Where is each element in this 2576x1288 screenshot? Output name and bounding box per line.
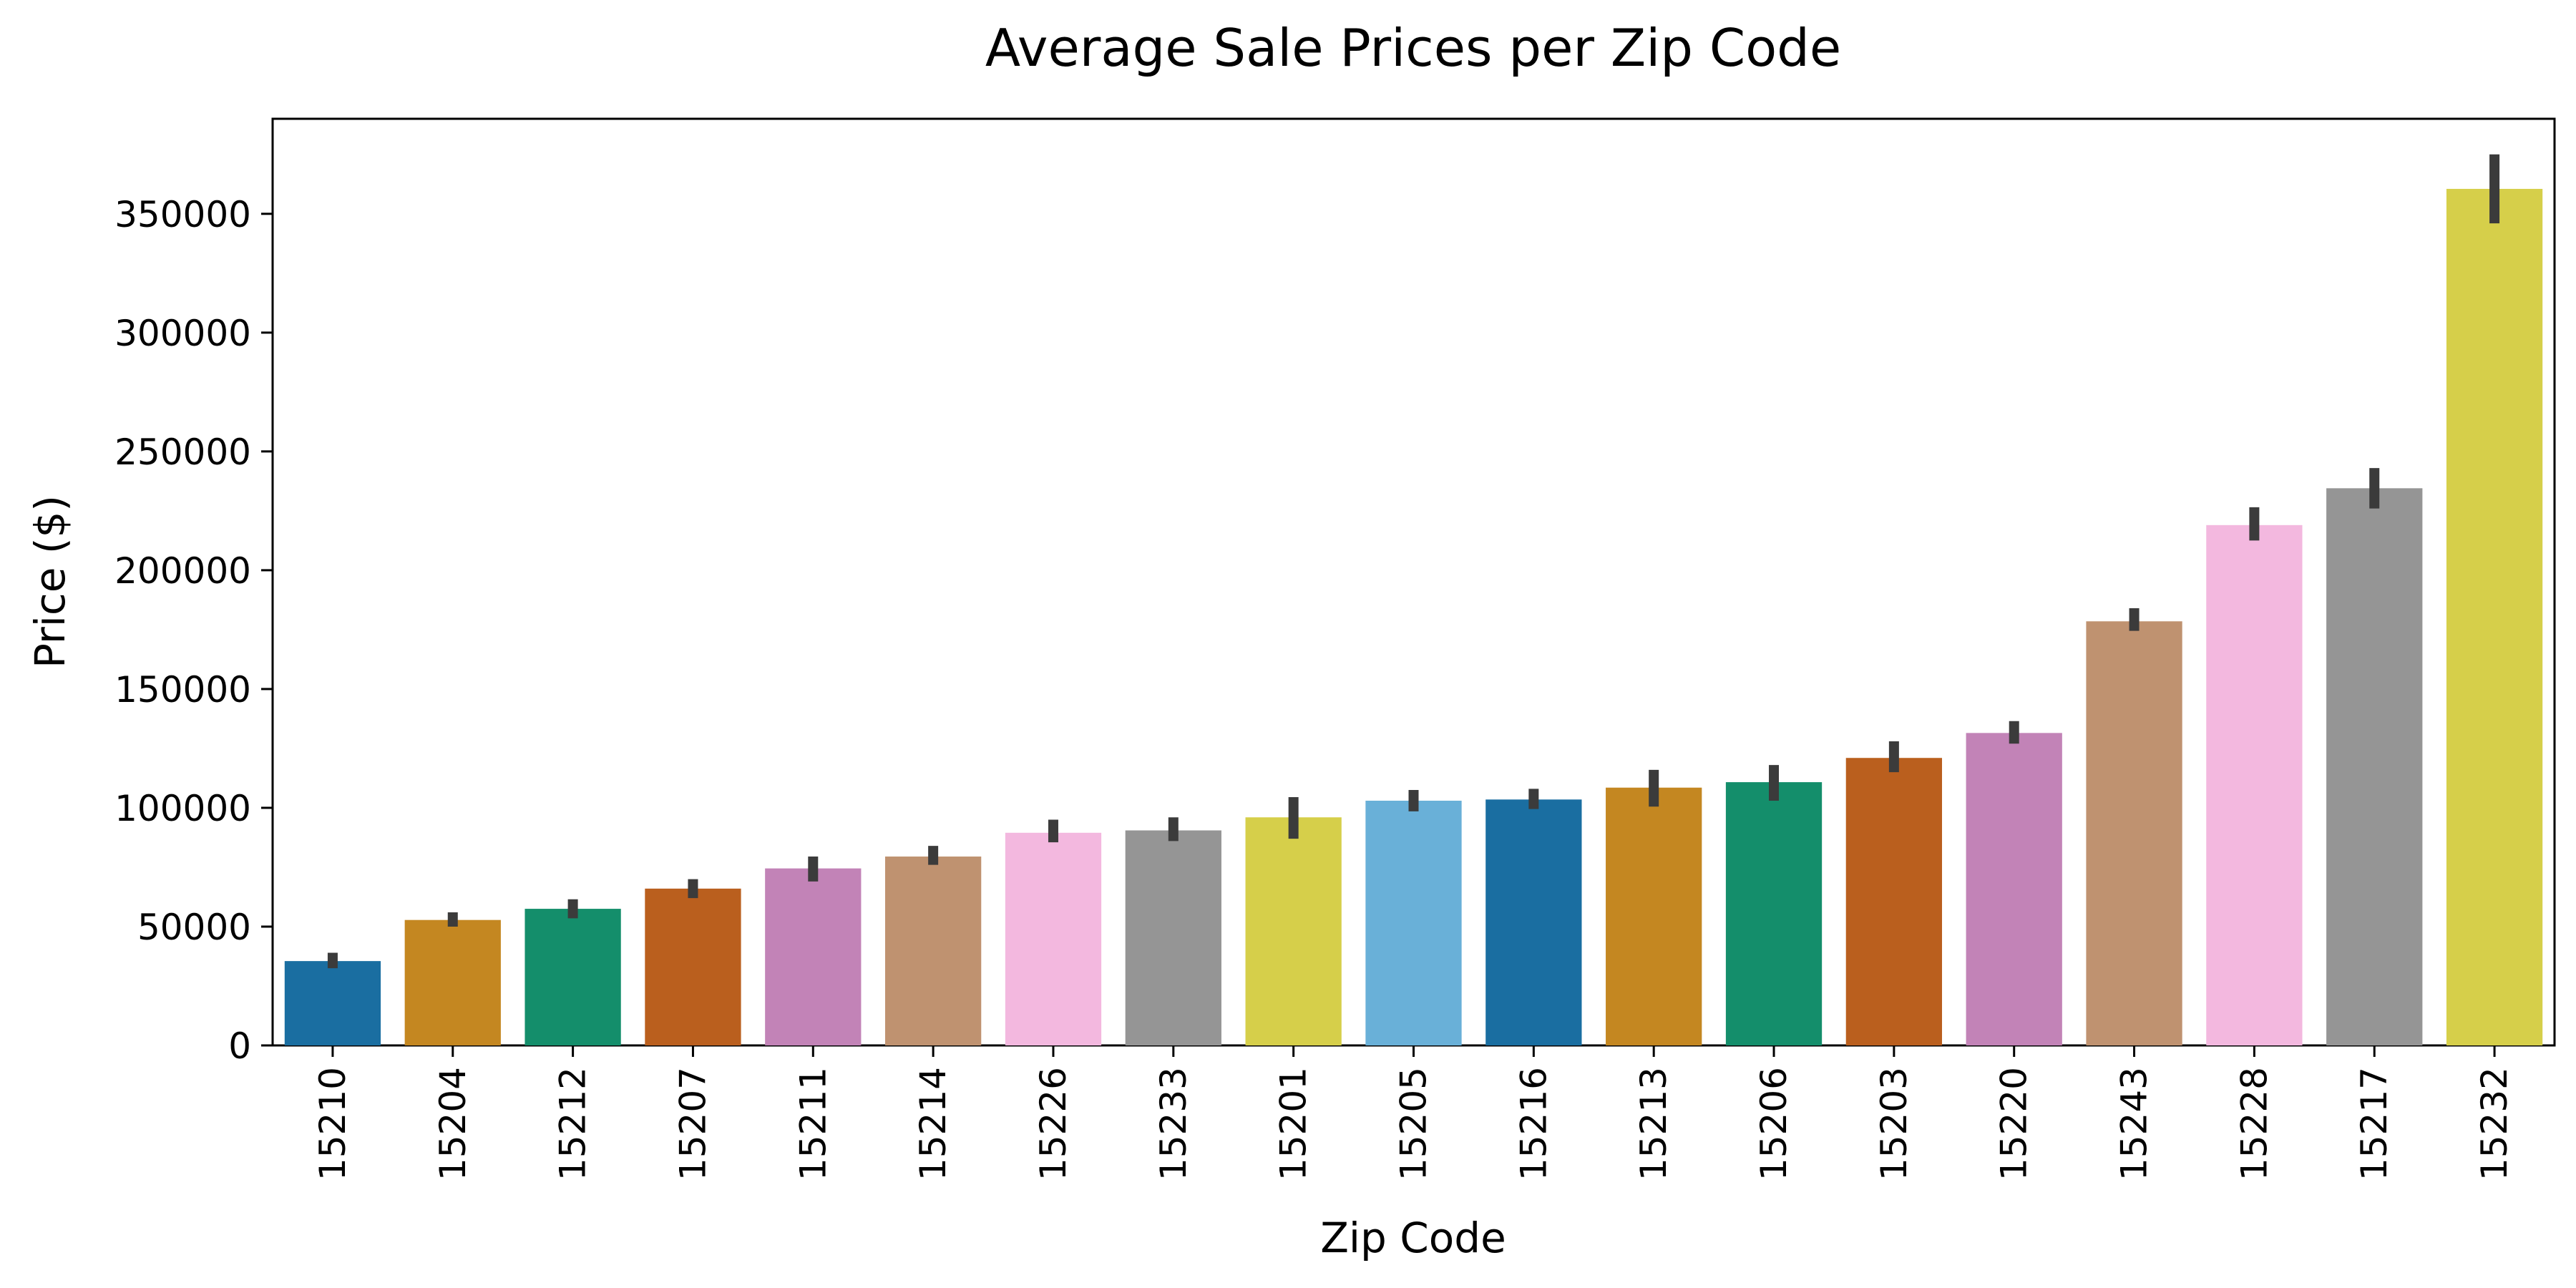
- bar-15228: [2206, 525, 2303, 1045]
- bar-15210: [284, 961, 381, 1045]
- bar-15232: [2446, 188, 2543, 1046]
- x-tick-label: 15232: [2474, 1067, 2515, 1181]
- bar-15214: [884, 857, 982, 1045]
- bar-15216: [1485, 799, 1582, 1045]
- x-tick-label: 15213: [1633, 1067, 1674, 1181]
- y-tick-label: 200000: [114, 550, 251, 592]
- bar-15205: [1365, 800, 1462, 1045]
- x-tick-label: 15211: [792, 1067, 834, 1181]
- x-tick-label: 15228: [2233, 1067, 2275, 1181]
- x-tick-label: 15204: [432, 1067, 474, 1181]
- bar-15203: [1845, 758, 1943, 1045]
- bars: [284, 188, 2543, 1046]
- plot-area: 0 50000 100000 150000 200000 250000 300000 3500…: [114, 117, 2556, 1181]
- y-tick-label: 150000: [114, 669, 251, 711]
- bar-15206: [1725, 782, 1823, 1045]
- chart-title: Average Sale Prices per Zip Code: [985, 18, 1841, 78]
- y-tick-label: 300000: [114, 313, 251, 354]
- bar-15226: [1005, 832, 1102, 1045]
- bar-15220: [1966, 733, 2062, 1045]
- y-tick-label: 0: [228, 1025, 251, 1067]
- x-tick-label: 15217: [2353, 1067, 2395, 1181]
- x-tick-label: 15201: [1273, 1067, 1314, 1181]
- x-tick-label: 15206: [1753, 1067, 1795, 1181]
- y-axis-label: Price ($): [26, 495, 74, 668]
- error-bars: [327, 154, 2500, 969]
- x-tick-label: 15226: [1033, 1067, 1074, 1181]
- x-tick-label: 15220: [1994, 1067, 2035, 1181]
- y-tick-label: 250000: [114, 431, 251, 473]
- x-tick-label: 15233: [1153, 1067, 1194, 1181]
- x-tick-label: 15214: [912, 1067, 954, 1181]
- y-tick-label: 350000: [114, 194, 251, 235]
- bar-15201: [1245, 817, 1342, 1045]
- bar-15217: [2326, 488, 2423, 1045]
- bar-15204: [404, 919, 501, 1045]
- bar-15233: [1125, 830, 1221, 1045]
- x-axis: 15210 15204 15212 15207 15211 15214 15226 15233…: [312, 1045, 2515, 1181]
- x-tick-label: 15205: [1393, 1067, 1435, 1181]
- x-tick-label: 15203: [1873, 1067, 1915, 1181]
- bar-15211: [765, 868, 862, 1045]
- x-tick-label: 15207: [672, 1067, 713, 1181]
- y-tick-label: 100000: [114, 788, 251, 829]
- x-tick-label: 15216: [1513, 1067, 1554, 1181]
- bar-15243: [2086, 621, 2182, 1045]
- x-tick-label: 15212: [552, 1067, 594, 1181]
- bar-15212: [525, 909, 621, 1045]
- bar-15207: [645, 888, 741, 1045]
- x-tick-label: 15243: [2114, 1067, 2155, 1181]
- x-axis-label: Zip Code: [1320, 1214, 1506, 1262]
- y-tick-label: 50000: [137, 907, 251, 948]
- y-axis: 0 50000 100000 150000 200000 250000 300000 3500…: [114, 194, 273, 1067]
- x-tick-label: 15210: [312, 1067, 353, 1181]
- bar-15213: [1606, 787, 1702, 1045]
